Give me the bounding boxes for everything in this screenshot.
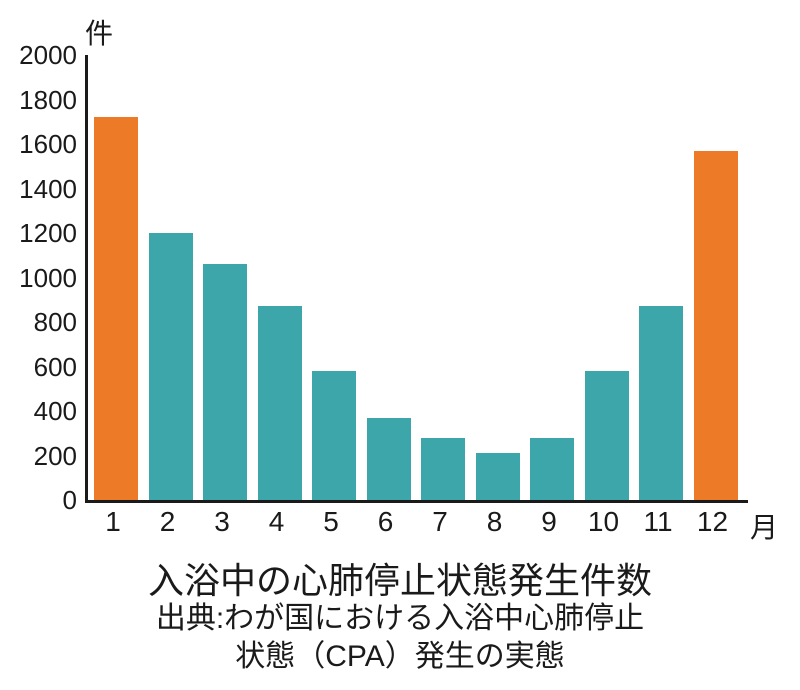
bars-group bbox=[88, 55, 748, 500]
bar bbox=[258, 306, 302, 500]
y-tick-label: 1800 bbox=[7, 85, 77, 116]
bar bbox=[530, 438, 574, 500]
y-tick-label: 1000 bbox=[7, 263, 77, 294]
chart-source: 出典:わが国における入浴中心肺停止 状態（CPA）発生の実態 bbox=[0, 600, 800, 675]
bar bbox=[312, 371, 356, 500]
y-tick-label: 1400 bbox=[7, 174, 77, 205]
x-tick-label: 10 bbox=[582, 506, 626, 538]
bar bbox=[694, 151, 738, 500]
bar bbox=[585, 371, 629, 500]
chart-title: 入浴中の心肺停止状態発生件数 bbox=[0, 552, 800, 604]
source-line-2: 状態（CPA）発生の実態 bbox=[235, 640, 564, 673]
y-tick-label: 1600 bbox=[7, 129, 77, 160]
x-tick-label: 11 bbox=[636, 506, 680, 538]
bar bbox=[639, 306, 683, 500]
x-tick-label: 5 bbox=[309, 506, 353, 538]
x-tick-label: 4 bbox=[255, 506, 299, 538]
y-tick-label: 0 bbox=[7, 485, 77, 516]
bar bbox=[421, 438, 465, 500]
bar bbox=[94, 117, 138, 500]
bar bbox=[149, 233, 193, 500]
y-tick-label: 600 bbox=[7, 352, 77, 383]
x-tick-label: 3 bbox=[200, 506, 244, 538]
x-axis-unit: 月 bbox=[750, 506, 778, 546]
y-tick-label: 1200 bbox=[7, 218, 77, 249]
x-tick-label: 7 bbox=[418, 506, 462, 538]
x-tick-label: 12 bbox=[691, 506, 735, 538]
y-tick-label: 2000 bbox=[7, 40, 77, 71]
x-tick-label: 2 bbox=[146, 506, 190, 538]
y-tick-label: 800 bbox=[7, 307, 77, 338]
x-axis-labels: 123456789101112 bbox=[85, 506, 745, 538]
y-tick-label: 400 bbox=[7, 396, 77, 427]
x-tick-label: 1 bbox=[91, 506, 135, 538]
x-tick-label: 8 bbox=[473, 506, 517, 538]
y-axis-unit: 件 bbox=[85, 12, 113, 52]
bar bbox=[203, 264, 247, 500]
plot-area bbox=[85, 55, 748, 503]
bar bbox=[476, 453, 520, 500]
x-tick-label: 9 bbox=[527, 506, 571, 538]
source-line-1: 出典:わが国における入浴中心肺停止 bbox=[156, 602, 644, 635]
y-tick-label: 200 bbox=[7, 441, 77, 472]
x-tick-label: 6 bbox=[364, 506, 408, 538]
bar bbox=[367, 418, 411, 500]
chart-container: 件 0200400600800100012001400160018002000 … bbox=[0, 0, 800, 690]
